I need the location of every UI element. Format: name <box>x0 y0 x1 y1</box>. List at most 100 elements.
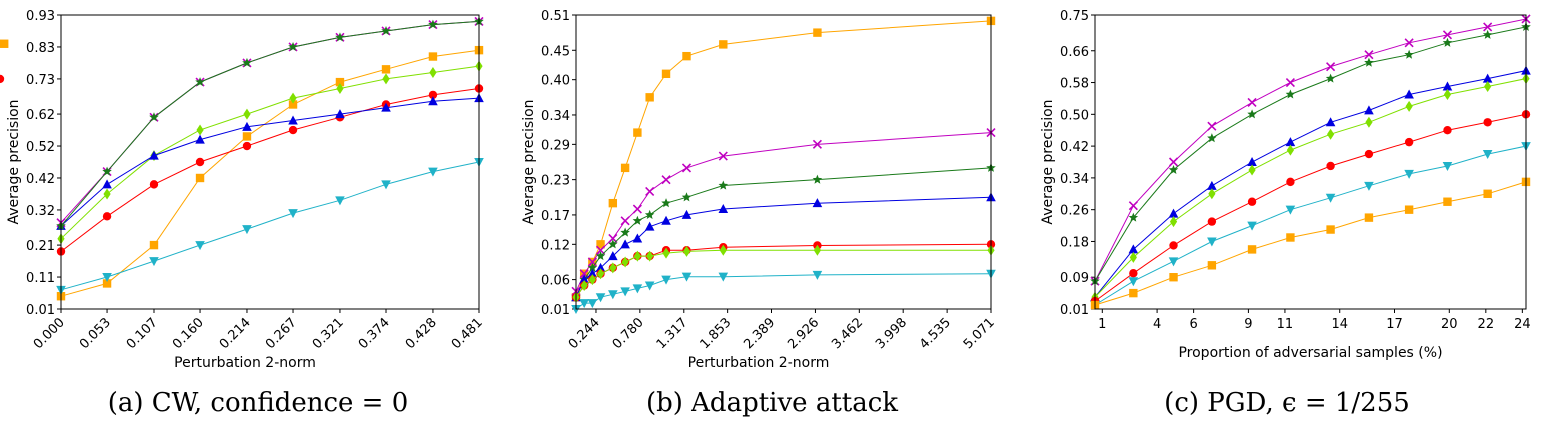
data-point <box>661 175 671 185</box>
data-point <box>1405 100 1413 112</box>
data-point <box>718 151 728 161</box>
x-tick-label: 0.321 <box>310 315 347 352</box>
data-point <box>595 245 606 255</box>
series-line <box>1094 78 1527 298</box>
data-point <box>1247 157 1257 166</box>
data-point <box>662 247 670 259</box>
data-point <box>1286 144 1295 156</box>
data-point <box>1168 208 1179 218</box>
caption-a: (a) CW, confidence = 0 <box>107 388 409 418</box>
data-point <box>102 279 112 288</box>
data-point <box>289 92 297 104</box>
data-point <box>1168 257 1179 267</box>
x-tick-label: 3.998 <box>873 315 910 352</box>
data-point <box>1128 201 1138 211</box>
data-point <box>632 204 642 214</box>
data-point <box>681 209 692 219</box>
data-point <box>1404 169 1414 179</box>
y-tick-label: 0.73 <box>26 73 55 88</box>
data-point <box>195 77 205 87</box>
x-tick-label: 0.160 <box>170 315 207 352</box>
data-point <box>587 268 598 278</box>
data-point <box>1483 118 1492 127</box>
data-point <box>335 196 345 206</box>
data-point <box>718 180 729 190</box>
y-tick-label: 0.17 <box>541 209 570 224</box>
series-red <box>571 240 996 302</box>
x-tick-label: 2.389 <box>741 315 778 352</box>
data-point <box>1404 49 1414 59</box>
data-point <box>1325 117 1336 127</box>
data-point <box>1286 233 1295 242</box>
data-point <box>1129 288 1138 298</box>
y-tick-label: 0.01 <box>541 303 570 318</box>
series-line <box>575 196 992 298</box>
x-tick-label: 0.214 <box>217 315 254 352</box>
y-tick-label: 0.21 <box>26 239 55 254</box>
y-tick-label: 0.83 <box>26 41 55 56</box>
y-tick-label: 0.01 <box>26 303 55 318</box>
data-point <box>1364 50 1374 60</box>
data-point <box>632 215 643 225</box>
data-point <box>335 109 345 119</box>
series-cyan <box>56 158 484 295</box>
data-point <box>588 274 596 286</box>
series-line <box>1094 18 1527 282</box>
series-line <box>575 167 992 298</box>
data-point <box>620 287 630 297</box>
data-point <box>644 209 655 219</box>
y-tick-label: 0.29 <box>541 138 570 153</box>
x-tick-label: 4.535 <box>917 315 954 352</box>
y-axis-label: Average precision <box>6 99 22 224</box>
data-point <box>428 167 438 177</box>
data-point <box>579 274 589 284</box>
data-point <box>102 179 112 189</box>
data-point <box>1482 150 1493 160</box>
data-point <box>1247 221 1257 231</box>
data-point <box>1364 181 1374 191</box>
data-point <box>1208 188 1216 200</box>
y-tick-label: 0.01 <box>1060 303 1089 318</box>
data-point <box>596 268 605 280</box>
data-point <box>608 290 618 300</box>
series-green <box>57 60 483 245</box>
data-point <box>646 250 654 262</box>
series-line <box>1094 70 1527 298</box>
data-point <box>718 204 729 214</box>
data-point <box>661 198 671 208</box>
data-point <box>608 239 618 249</box>
data-point <box>288 115 298 125</box>
y-tick-label: 0.58 <box>1060 77 1089 92</box>
data-point <box>812 174 823 184</box>
x-tick-label: 0.481 <box>449 315 486 352</box>
data-point <box>1482 29 1493 39</box>
data-point <box>1285 77 1295 88</box>
data-point <box>428 96 438 106</box>
y-tick-label: 0.06 <box>541 274 570 289</box>
data-point <box>1326 62 1336 72</box>
x-tick-label: 9 <box>1244 317 1252 332</box>
y-tick-label: 0.23 <box>541 174 570 189</box>
data-point <box>644 221 655 231</box>
data-point <box>596 240 605 249</box>
data-point <box>102 212 112 221</box>
data-point <box>813 244 822 256</box>
x-axis-label: Perturbation 2-norm <box>688 355 830 371</box>
data-point <box>645 186 655 196</box>
data-point <box>1325 73 1336 83</box>
data-point <box>1129 251 1137 263</box>
y-tick-label: 0.93 <box>26 9 55 24</box>
data-point <box>242 121 252 131</box>
data-point <box>1207 237 1217 247</box>
y-tick-label: 0.32 <box>26 204 55 219</box>
data-point <box>242 225 252 235</box>
data-point <box>428 19 438 29</box>
series-blue <box>1090 65 1531 302</box>
data-point <box>195 134 205 144</box>
y-tick-label: 0.45 <box>541 44 570 59</box>
x-tick-label: 1.853 <box>698 315 735 352</box>
data-point <box>149 257 159 267</box>
data-point <box>288 125 298 135</box>
y-tick-label: 0.09 <box>1060 271 1089 286</box>
